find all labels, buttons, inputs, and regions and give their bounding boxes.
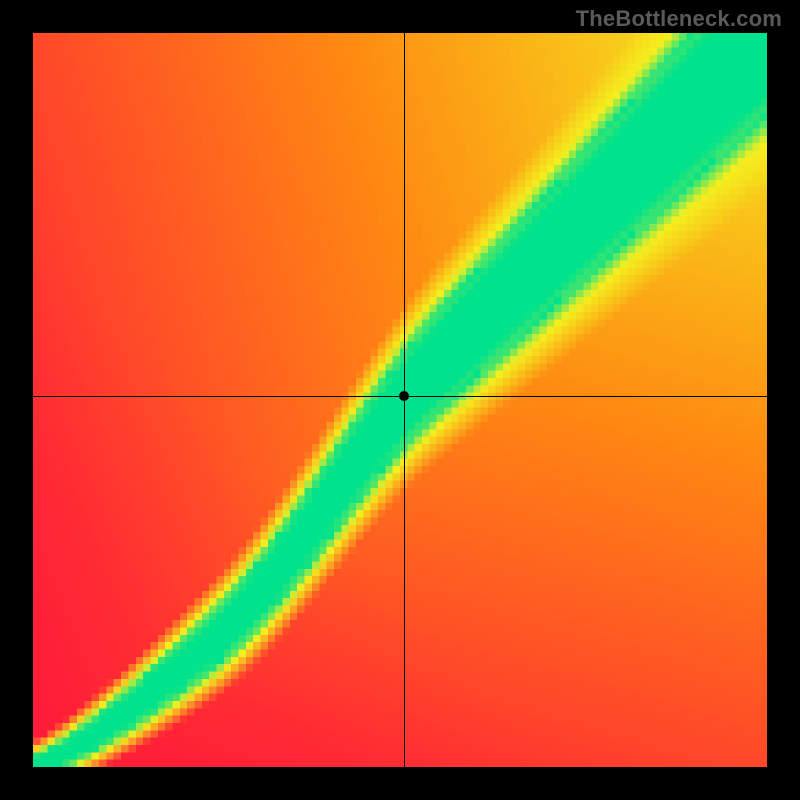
crosshair-dot bbox=[399, 391, 409, 401]
plot-area bbox=[33, 33, 767, 767]
chart-frame: TheBottleneck.com bbox=[0, 0, 800, 800]
watermark-label: TheBottleneck.com bbox=[576, 6, 782, 32]
